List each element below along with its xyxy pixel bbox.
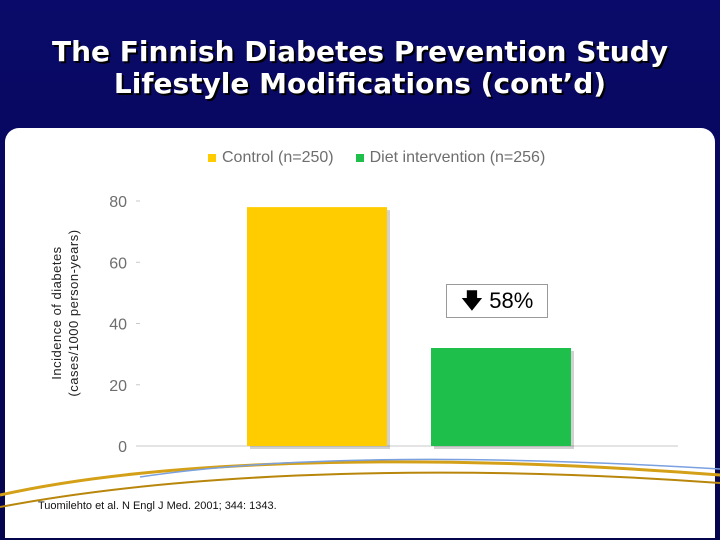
decorative-swoosh <box>0 458 720 508</box>
legend-label-intervention: Diet intervention (n=256) <box>369 149 546 166</box>
legend-label-control: Control (n=250) <box>222 149 334 166</box>
legend-item-control: Control (n=250) <box>208 149 334 167</box>
y-tick-label: 0 <box>118 439 127 456</box>
title-line-1: The Finnish Diabetes Prevention Study <box>51 35 669 68</box>
y-tick-label: 80 <box>109 194 127 211</box>
bar-intervention <box>431 348 571 446</box>
legend-swatch-control <box>208 154 216 162</box>
bar-control <box>247 207 387 446</box>
y-tick-label: 60 <box>109 255 127 272</box>
title-line-2: Lifestyle Modifications (cont’d) <box>113 67 607 100</box>
y-tick-label: 20 <box>109 378 127 395</box>
arrow-down-icon: 🡇 <box>460 288 484 313</box>
citation: Tuomilehto et al. N Engl J Med. 2001; 34… <box>38 500 277 512</box>
legend-item-intervention: Diet intervention (n=256) <box>355 149 546 167</box>
slide-title: The Finnish Diabetes Prevention Study Li… <box>40 36 680 100</box>
chart-legend: Control (n=250) Diet intervention (n=256… <box>208 148 567 168</box>
y-tick-label: 40 <box>109 317 127 334</box>
reduction-value: 58% <box>489 288 534 313</box>
legend-swatch-intervention <box>355 154 364 162</box>
reduction-callout: 🡇 58% <box>446 284 548 318</box>
